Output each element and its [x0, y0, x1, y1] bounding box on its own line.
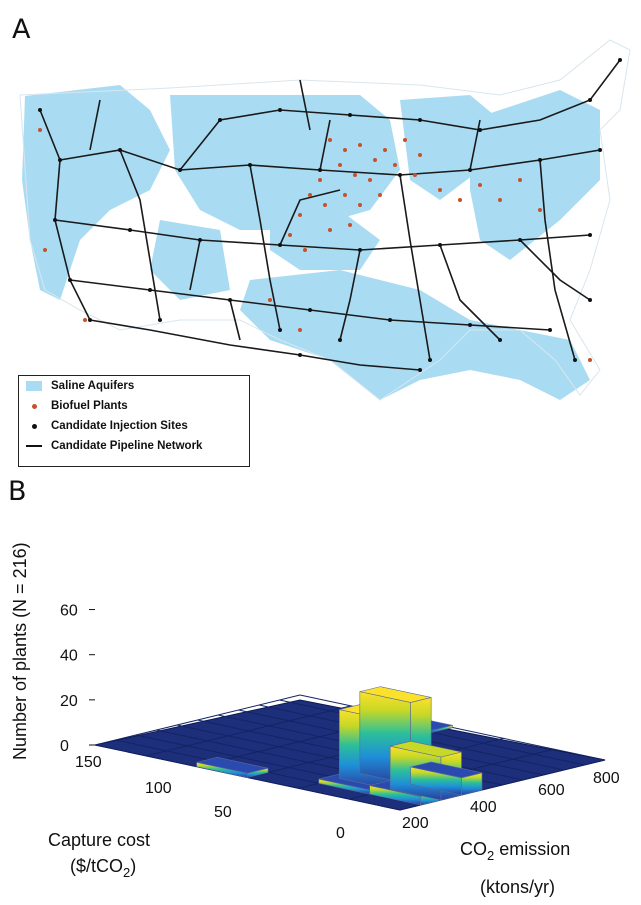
bar-top	[410, 761, 483, 779]
map-legend: Saline Aquifers Biofuel Plants Candidate…	[18, 375, 250, 467]
legend-label-sites: Candidate Injection Sites	[51, 420, 188, 432]
z-axis-title: Number of plants (N = 216)	[10, 542, 30, 760]
aquifer-swatch-icon	[25, 381, 43, 391]
bar-top	[196, 757, 269, 774]
plant-dot-icon	[25, 403, 43, 409]
x-tick-label: 600	[538, 782, 565, 799]
z-tick-label: 40	[60, 648, 78, 665]
legend-label-aquifers: Saline Aquifers	[51, 380, 135, 392]
legend-label-pipeline: Candidate Pipeline Network	[51, 440, 203, 452]
pipeline-line-icon	[25, 445, 43, 447]
legend-item-aquifers: Saline Aquifers	[19, 376, 249, 396]
x-axis-title: CO2 emission	[460, 839, 570, 863]
x-axis-units: (ktons/yr)	[480, 877, 555, 897]
x-tick-label: 800	[593, 770, 620, 787]
y-axis-title: Capture cost	[48, 830, 150, 850]
x-tick-label: 400	[470, 799, 497, 816]
site-dot-icon	[25, 423, 43, 429]
z-tick-label: 0	[60, 738, 69, 755]
bar-top	[359, 686, 432, 703]
z-tick-label: 20	[60, 693, 78, 710]
panel-b-label: B	[8, 476, 27, 507]
y-axis-units: ($/tCO2)	[70, 856, 136, 880]
bar	[196, 757, 269, 778]
x-tick-label: 200	[402, 815, 429, 832]
legend-item-pipeline: Candidate Pipeline Network	[19, 436, 249, 456]
y-tick-label: 50	[214, 804, 232, 821]
bar-top	[390, 740, 462, 758]
y-tick-label: 100	[145, 780, 172, 797]
z-tick-label: 60	[60, 603, 78, 620]
y-tick-label: 150	[75, 754, 102, 771]
legend-item-plants: Biofuel Plants	[19, 396, 249, 416]
bar	[410, 761, 483, 796]
pipeline-map	[19, 39, 631, 401]
panel-a-label: A	[12, 14, 31, 45]
legend-label-plants: Biofuel Plants	[51, 400, 128, 412]
legend-item-sites: Candidate Injection Sites	[19, 416, 249, 436]
x-tick-label: 0	[336, 825, 345, 842]
